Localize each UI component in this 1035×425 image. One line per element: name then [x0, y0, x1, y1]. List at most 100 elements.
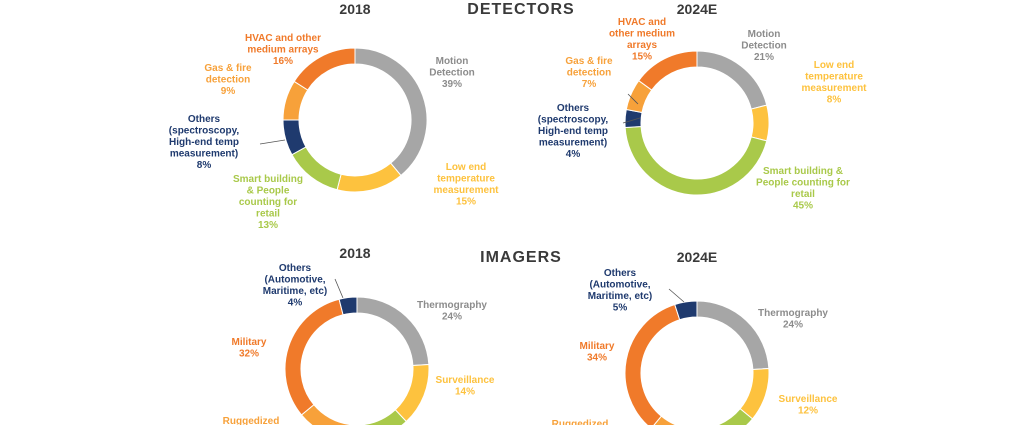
label-smart-building: Smart building & People counting for retai… — [756, 166, 850, 212]
label-line: Gas & fire — [204, 63, 252, 74]
label-line: detection — [567, 68, 611, 79]
label-motion: Motion Detection 21% — [741, 29, 787, 63]
label-value: 4% — [288, 298, 303, 309]
label-low-end: Low end temperature measurement 15% — [433, 162, 499, 208]
donut-imagers-2024e: Thermography 24% Surveillance 12% Ruggedized… — [552, 268, 838, 425]
slice-low-end — [750, 104, 770, 142]
label-line: HVAC and other — [245, 33, 321, 44]
chart-title-detectors-2024e: 2024E — [677, 1, 717, 17]
label-line: Others — [188, 114, 221, 125]
leader-line — [622, 117, 641, 124]
label-line: (Automotive, — [264, 275, 325, 286]
label-value: 24% — [442, 312, 462, 323]
label-line: Low end — [814, 60, 855, 71]
label-line: measurement) — [539, 138, 607, 149]
label-smart-building: Smart building & People counting for retail… — [233, 174, 303, 231]
label-value: 13% — [258, 220, 278, 231]
slice-segment-2 — [349, 409, 407, 425]
label-line: counting for — [239, 197, 297, 208]
label-line: detection — [206, 75, 250, 86]
label-line: (spectroscopy, — [169, 126, 240, 137]
label-line: Ruggedized — [552, 419, 609, 425]
label-line: measurement) — [170, 149, 238, 160]
label-others: Others (spectroscopy, High-end temp measure… — [538, 103, 609, 160]
label-line: Military — [579, 341, 614, 352]
slice-surveillance — [739, 367, 770, 420]
label-value: 14% — [455, 387, 475, 398]
label-surveillance: Surveillance 12% — [779, 394, 838, 417]
label-line: (Automotive, — [589, 280, 650, 291]
label-line: Others — [279, 263, 312, 274]
label-line: retail — [791, 189, 815, 200]
label-line: arrays — [627, 40, 657, 51]
label-value: 9% — [221, 86, 236, 97]
leader-line — [334, 278, 344, 299]
label-value: 32% — [239, 349, 259, 360]
label-line: Motion — [748, 29, 781, 40]
label-line: (spectroscopy, — [538, 115, 609, 126]
label-value: 21% — [754, 52, 774, 63]
slice-military — [284, 298, 344, 416]
leader-line — [259, 139, 286, 145]
label-military: Military 34% — [579, 341, 614, 364]
label-thermography: Thermography 24% — [417, 300, 487, 323]
label-hvac-and: HVAC and other medium arrays 15% — [609, 17, 675, 63]
label-line: & People — [247, 186, 290, 197]
label-line: Low end — [446, 162, 487, 173]
chart-title-detectors-2018: 2018 — [339, 1, 370, 17]
label-line: Military — [231, 337, 266, 348]
label-others: Others (spectroscopy, High-end temp measure… — [169, 114, 240, 171]
label-line: High-end temp — [538, 126, 608, 137]
label-value: 8% — [827, 95, 842, 106]
label-value: 7% — [582, 79, 597, 90]
label-value: 15% — [456, 197, 476, 208]
label-hvac-and-other: HVAC and other medium arrays 16% — [245, 33, 321, 67]
label-line: Surveillance — [436, 375, 495, 386]
label-value: 15% — [632, 52, 652, 63]
label-military: Military 32% — [231, 337, 266, 360]
slice-motion — [354, 47, 428, 177]
slice-military — [624, 303, 681, 425]
label-thermography: Thermography 24% — [758, 308, 828, 331]
label-line: High-end temp — [169, 137, 239, 148]
label-gas-fire: Gas & fire detection 9% — [204, 63, 252, 97]
slice-low-end — [336, 162, 402, 193]
slice-smart-building — [624, 125, 768, 196]
label-line: People counting for — [756, 178, 850, 189]
slice-segment-2 — [716, 407, 754, 425]
label-ruggedized: Ruggedized — [552, 419, 609, 425]
label-line: retail — [256, 209, 280, 220]
label-line: temperature — [805, 72, 863, 83]
label-line: Motion — [436, 56, 469, 67]
label-line: HVAC and — [618, 17, 666, 28]
label-line: measurement — [801, 83, 867, 94]
donut-detectors-2024e: Motion Detection 21%Low end temperature meas… — [538, 17, 867, 212]
label-value: 5% — [613, 303, 628, 314]
label-line: Others — [604, 268, 637, 279]
label-line: Maritime, etc) — [588, 291, 652, 302]
label-line: Smart building — [233, 174, 303, 185]
label-line: other medium — [609, 29, 675, 40]
donut-imagers-2018: Thermography 24% Surveillance 14% Ruggedized… — [223, 263, 495, 425]
label-line: Surveillance — [779, 394, 838, 405]
label-value: 24% — [783, 320, 803, 331]
label-line: medium arrays — [247, 45, 319, 56]
label-value: 34% — [587, 353, 607, 364]
label-line: Detection — [429, 68, 475, 79]
label-ruggedized: Ruggedized — [223, 416, 280, 425]
label-line: Ruggedized — [223, 416, 280, 425]
label-line: Detection — [741, 41, 787, 52]
label-line: Maritime, etc) — [263, 286, 327, 297]
slice-surveillance — [394, 363, 430, 423]
slice-others — [338, 296, 358, 316]
donut-detectors-2018: Motion Detection 39%Low end temperature meas… — [169, 33, 499, 299]
label-line: Smart building & — [763, 166, 843, 177]
slice-hvac-and — [638, 50, 698, 91]
leader-line — [627, 93, 639, 105]
label-line: measurement — [433, 185, 499, 196]
leader-line — [668, 288, 685, 303]
section-title-detectors: DETECTORS — [467, 1, 574, 18]
section-title-imagers: IMAGERS — [480, 249, 562, 266]
label-line: Others — [557, 103, 590, 114]
